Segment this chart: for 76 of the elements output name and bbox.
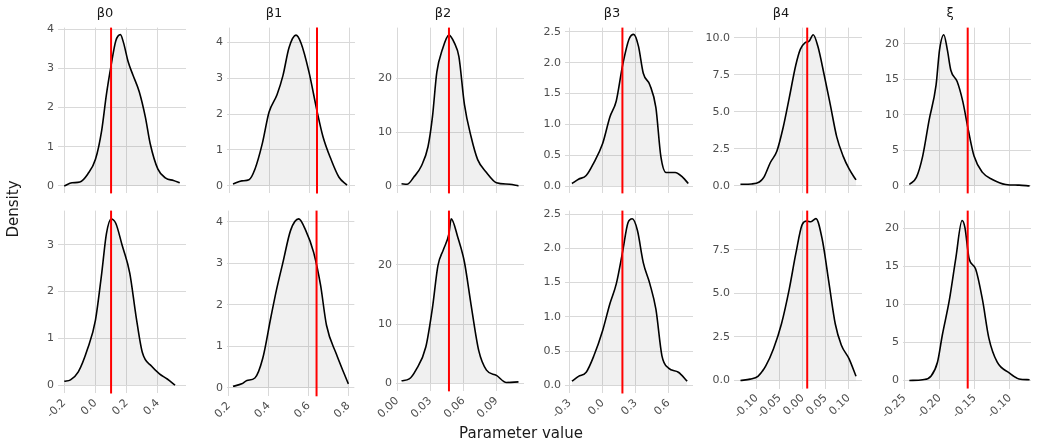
x-tick-label: -0.2 xyxy=(44,396,69,421)
y-tick-label: 0 xyxy=(216,380,223,394)
y-tick-label: 20 xyxy=(378,257,392,271)
y-tick-label: 2.5 xyxy=(712,329,730,343)
y-tick-label: 10.0 xyxy=(705,30,730,44)
y-tick-label: 0.0 xyxy=(712,373,730,387)
y-tick-label: 1 xyxy=(216,339,223,353)
y-tick-label: 2.5 xyxy=(543,24,561,38)
y-tick-label: 5 xyxy=(892,335,899,349)
x-tick-label: 0.2 xyxy=(109,396,131,418)
y-tick-label: 1.0 xyxy=(543,309,561,323)
x-tick-label: 0.4 xyxy=(251,398,273,421)
y-tick-label: 0.5 xyxy=(543,148,561,162)
y-tick-label: 15 xyxy=(885,72,899,86)
y-tick-label: 20 xyxy=(885,36,899,50)
y-tick-label: 0.0 xyxy=(543,178,561,192)
y-tick-label: 10 xyxy=(885,297,899,311)
y-tick-label: 2.0 xyxy=(543,241,561,255)
y-tick-label: 0 xyxy=(892,373,899,387)
y-tick-label: 5.0 xyxy=(712,286,730,300)
y-tick-label: 2.5 xyxy=(712,141,730,155)
y-tick-label: 2 xyxy=(216,297,223,311)
chart-title: ξ xyxy=(946,5,954,21)
y-tick-label: 4 xyxy=(216,35,223,49)
y-tick-label: 0 xyxy=(216,178,223,192)
x-tick-label: 0.6 xyxy=(651,396,673,418)
y-tick-label: 3 xyxy=(47,61,54,75)
chart-title: β1 xyxy=(265,5,283,21)
y-tick-label: 0.0 xyxy=(712,178,730,192)
y-tick-label: 3 xyxy=(216,71,223,85)
y-tick-label: 5 xyxy=(892,143,899,157)
y-tick-label: 1 xyxy=(47,331,54,345)
y-tick-label: 2.5 xyxy=(543,206,561,220)
y-tick-label: 5.0 xyxy=(712,104,730,118)
x-axis-title: Parameter value xyxy=(458,424,584,442)
y-tick-label: 15 xyxy=(885,259,899,273)
y-tick-label: 4 xyxy=(47,22,54,36)
y-tick-label: 2.0 xyxy=(543,55,561,69)
y-tick-label: 10 xyxy=(378,125,392,139)
y-tick-label: 10 xyxy=(378,316,392,330)
y-tick-label: 1.5 xyxy=(543,86,561,100)
y-tick-label: 0 xyxy=(385,375,392,389)
y-tick-label: 7.5 xyxy=(712,242,730,256)
chart-title: β3 xyxy=(603,5,621,21)
y-tick-label: 20 xyxy=(378,71,392,85)
y-tick-label: 0.0 xyxy=(543,378,561,392)
y-tick-label: 10 xyxy=(885,107,899,121)
x-tick-label: 0.0 xyxy=(585,396,607,418)
y-axis-title: Density xyxy=(4,179,22,240)
y-tick-label: 0 xyxy=(47,178,54,192)
y-tick-label: 1.5 xyxy=(543,275,561,289)
x-tick-label: 0.3 xyxy=(618,396,640,418)
x-tick-label: -0.3 xyxy=(549,396,574,421)
x-tick-label: 0.8 xyxy=(330,398,353,421)
x-tick-label: 0.6 xyxy=(291,398,313,421)
y-tick-label: 0 xyxy=(385,178,392,192)
y-tick-label: 3 xyxy=(216,256,223,270)
y-tick-label: 2 xyxy=(47,284,54,298)
chart-title: β0 xyxy=(96,5,114,21)
y-tick-label: 20 xyxy=(885,220,899,234)
y-tick-label: 0.5 xyxy=(543,343,561,357)
y-tick-label: 7.5 xyxy=(712,67,730,81)
x-tick-label: 0.2 xyxy=(211,398,234,421)
x-tick-label: 0.0 xyxy=(78,396,100,418)
y-tick-label: 1 xyxy=(216,142,223,156)
y-tick-label: 2 xyxy=(216,106,223,120)
y-tick-label: 1.0 xyxy=(543,117,561,131)
y-tick-label: 0 xyxy=(47,377,54,391)
chart-title: β2 xyxy=(434,5,452,21)
y-tick-label: 1 xyxy=(47,139,54,153)
y-tick-label: 4 xyxy=(216,214,223,228)
y-tick-label: 2 xyxy=(47,100,54,114)
chart-title: β4 xyxy=(772,5,790,21)
x-tick-label: 0.4 xyxy=(140,396,163,418)
y-tick-label: 0 xyxy=(892,178,899,192)
y-tick-label: 3 xyxy=(47,237,54,251)
